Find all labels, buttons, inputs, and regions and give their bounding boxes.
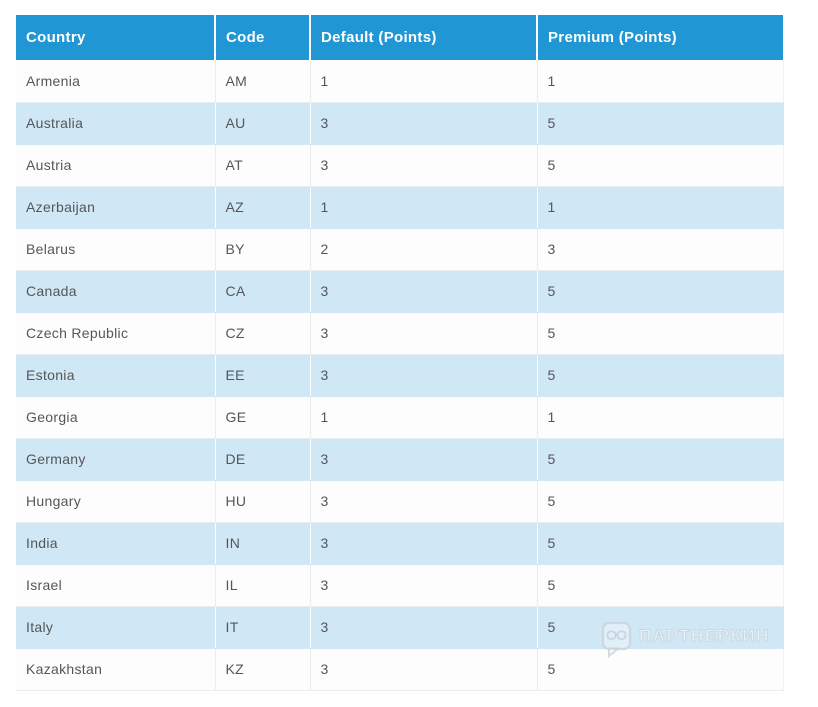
country-cell: Hungary [16, 480, 216, 523]
default-points-cell: 1 [310, 396, 538, 439]
premium-points-cell: 1 [537, 186, 784, 229]
table-row: Canada CA 3 5 [16, 270, 784, 313]
default-points-cell: 3 [310, 480, 538, 523]
code-cell: AM [215, 60, 311, 103]
code-cell: AT [215, 144, 311, 187]
table-row: Austria AT 3 5 [16, 144, 784, 187]
default-points-cell: 3 [310, 270, 538, 313]
premium-points-cell: 5 [537, 648, 784, 691]
table-row: Estonia EE 3 5 [16, 354, 784, 397]
code-cell: DE [215, 438, 311, 481]
table-row: Australia AU 3 5 [16, 102, 784, 145]
country-cell: Austria [16, 144, 216, 187]
code-cell: CA [215, 270, 311, 313]
country-cell: Belarus [16, 228, 216, 271]
default-points-cell: 3 [310, 522, 538, 565]
premium-points-cell: 5 [537, 354, 784, 397]
country-points-table: Country Code Default (Points) Premium (P… [16, 15, 784, 691]
default-points-cell: 1 [310, 60, 538, 103]
premium-points-cell: 5 [537, 270, 784, 313]
default-points-cell: 3 [310, 606, 538, 649]
country-cell: Australia [16, 102, 216, 145]
premium-points-cell: 1 [537, 60, 784, 103]
default-points-cell: 3 [310, 312, 538, 355]
premium-points-cell: 3 [537, 228, 784, 271]
country-cell: Kazakhstan [16, 648, 216, 691]
code-cell: EE [215, 354, 311, 397]
code-cell: IN [215, 522, 311, 565]
country-cell: Estonia [16, 354, 216, 397]
table-row: Italy IT 3 5 [16, 606, 784, 649]
code-cell: AZ [215, 186, 311, 229]
table-row: Hungary HU 3 5 [16, 480, 784, 523]
premium-points-cell: 5 [537, 606, 784, 649]
country-cell: Italy [16, 606, 216, 649]
column-header-premium-points: Premium (Points) [537, 15, 783, 60]
premium-points-cell: 5 [537, 564, 784, 607]
default-points-cell: 3 [310, 564, 538, 607]
premium-points-cell: 5 [537, 480, 784, 523]
premium-points-cell: 1 [537, 396, 784, 439]
code-cell: BY [215, 228, 311, 271]
country-cell: Israel [16, 564, 216, 607]
table-row: Germany DE 3 5 [16, 438, 784, 481]
default-points-cell: 3 [310, 648, 538, 691]
table-row: Belarus BY 2 3 [16, 228, 784, 271]
table-row: Georgia GE 1 1 [16, 396, 784, 439]
country-cell: India [16, 522, 216, 565]
column-header-default-points: Default (Points) [310, 15, 538, 60]
code-cell: AU [215, 102, 311, 145]
premium-points-cell: 5 [537, 522, 784, 565]
table-row: Armenia AM 1 1 [16, 60, 784, 103]
table-row: Israel IL 3 5 [16, 564, 784, 607]
premium-points-cell: 5 [537, 312, 784, 355]
default-points-cell: 3 [310, 102, 538, 145]
premium-points-cell: 5 [537, 102, 784, 145]
default-points-cell: 3 [310, 438, 538, 481]
column-header-code: Code [215, 15, 311, 60]
code-cell: KZ [215, 648, 311, 691]
table-body: Armenia AM 1 1 Australia AU 3 5 Austria … [16, 60, 784, 691]
country-cell: Armenia [16, 60, 216, 103]
table-row: Czech Republic CZ 3 5 [16, 312, 784, 355]
table-row: Azerbaijan AZ 1 1 [16, 186, 784, 229]
premium-points-cell: 5 [537, 144, 784, 187]
code-cell: CZ [215, 312, 311, 355]
table-header: Country Code Default (Points) Premium (P… [16, 15, 783, 60]
default-points-cell: 3 [310, 144, 538, 187]
table-row: India IN 3 5 [16, 522, 784, 565]
table-row: Kazakhstan KZ 3 5 [16, 648, 784, 691]
country-cell: Germany [16, 438, 216, 481]
country-cell: Georgia [16, 396, 216, 439]
default-points-cell: 1 [310, 186, 538, 229]
default-points-cell: 2 [310, 228, 538, 271]
code-cell: IL [215, 564, 311, 607]
code-cell: HU [215, 480, 311, 523]
premium-points-cell: 5 [537, 438, 784, 481]
country-cell: Czech Republic [16, 312, 216, 355]
header-row: Country Code Default (Points) Premium (P… [16, 15, 783, 60]
code-cell: IT [215, 606, 311, 649]
country-cell: Canada [16, 270, 216, 313]
code-cell: GE [215, 396, 311, 439]
country-cell: Azerbaijan [16, 186, 216, 229]
column-header-country: Country [16, 15, 216, 60]
default-points-cell: 3 [310, 354, 538, 397]
